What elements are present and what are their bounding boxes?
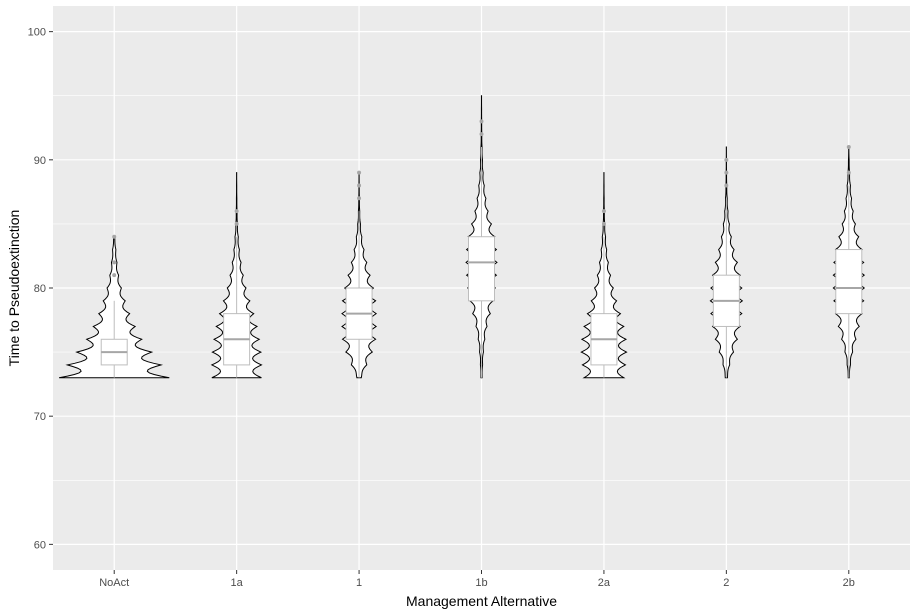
- outlier-point: [846, 170, 851, 175]
- outlier-point: [112, 273, 117, 278]
- y-tick-label: 70: [34, 411, 46, 423]
- outlier-point: [234, 221, 239, 226]
- outlier-point: [234, 209, 239, 214]
- outlier-point: [724, 157, 729, 162]
- box-2b: [835, 249, 863, 315]
- outlier-point: [846, 145, 851, 149]
- x-tick-label: 2b: [843, 577, 855, 589]
- outlier-point: [601, 209, 606, 214]
- x-tick-label: 2a: [598, 577, 611, 589]
- x-axis-title: Management Alternative: [406, 593, 557, 609]
- outlier-point: [112, 260, 117, 265]
- x-tick-label: 1a: [231, 577, 244, 589]
- outlier-point: [724, 183, 729, 188]
- x-tick-label: 2: [723, 577, 729, 589]
- outlier-point: [357, 183, 362, 188]
- x-tick-label: NoAct: [99, 577, 129, 589]
- y-tick-label: 60: [34, 539, 46, 551]
- box-1b: [468, 236, 495, 302]
- outlier-point: [479, 132, 484, 137]
- outlier-point: [724, 170, 729, 175]
- outlier-point: [479, 119, 484, 124]
- y-axis-ticks: 60 70 80 90 100: [28, 27, 53, 551]
- outlier-point: [112, 234, 117, 239]
- y-tick-label: 80: [34, 283, 46, 295]
- x-axis-ticks: NoAct 1a 1 1b 2a 2 2b: [99, 570, 855, 589]
- outlier-point: [357, 170, 362, 175]
- y-tick-label: 90: [34, 155, 46, 167]
- y-axis-title: Time to Pseudoextinction: [6, 210, 22, 367]
- boxplots: [100, 147, 863, 378]
- outlier-point: [601, 221, 606, 226]
- y-tick-label: 100: [28, 27, 46, 39]
- x-tick-label: 1b: [475, 577, 487, 589]
- x-tick-label: 1: [356, 577, 362, 589]
- outlier-point: [357, 196, 362, 201]
- outlier-points: [112, 119, 851, 278]
